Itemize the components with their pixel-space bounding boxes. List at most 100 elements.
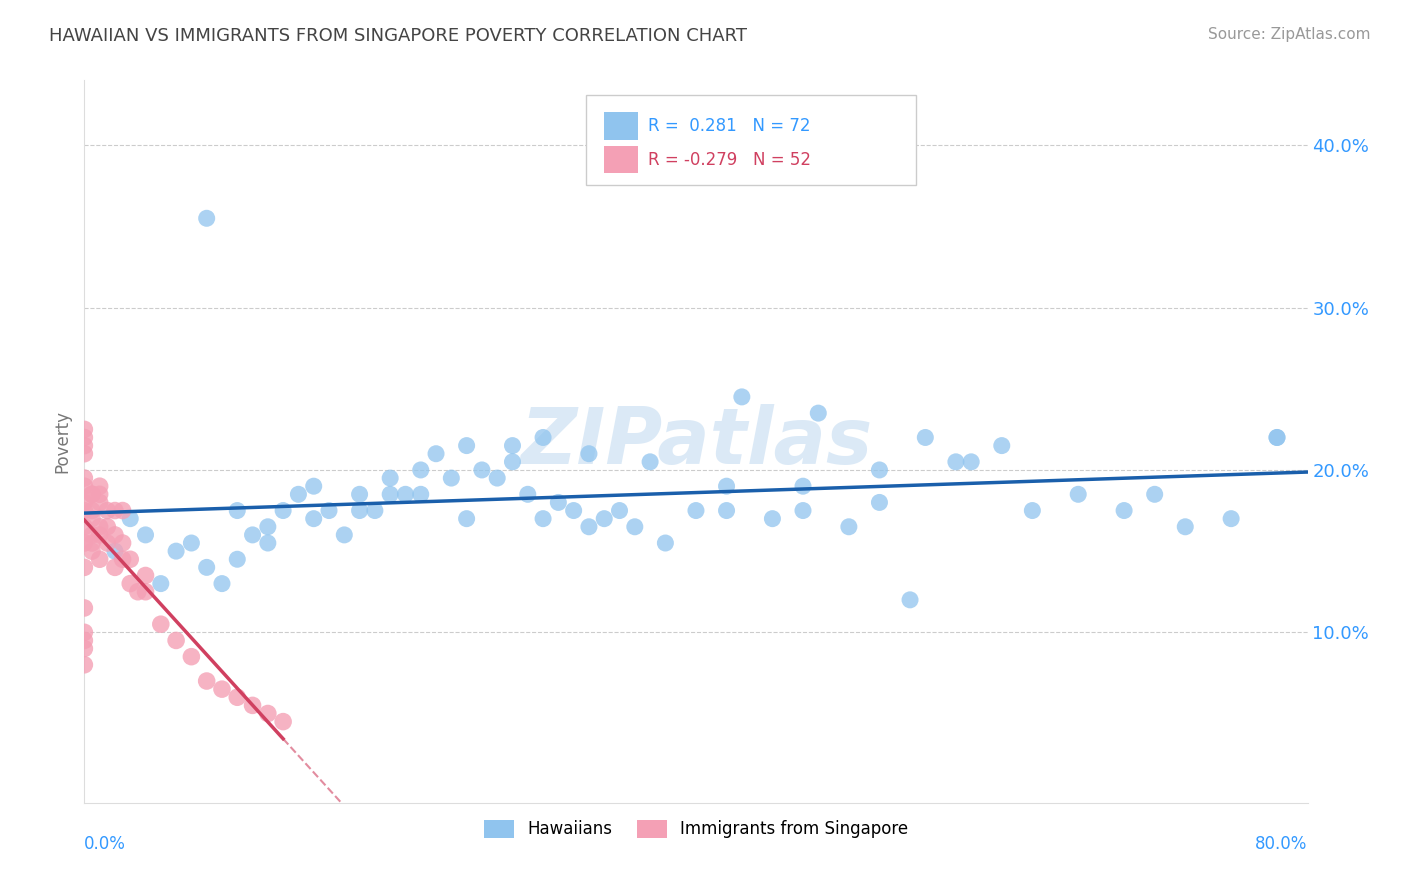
Point (302, 511, 325, 525)
Point (211, 576, 233, 591)
Point (104, 544, 127, 558)
Point (257, 536, 280, 550)
Point (654, 536, 676, 550)
Text: R = -0.279   N = 52: R = -0.279 N = 52 (648, 151, 811, 169)
Point (807, 406, 830, 420)
Point (1265, 430, 1288, 444)
Point (1067, 487, 1090, 501)
Text: 0.0%: 0.0% (84, 835, 127, 854)
Point (578, 520, 600, 534)
Point (716, 503, 738, 517)
Point (104, 528, 127, 542)
Point (80, 487, 103, 501)
Point (120, 552, 142, 566)
Point (562, 503, 585, 517)
Point (609, 503, 631, 517)
Point (165, 633, 187, 648)
Text: ZIPatlas: ZIPatlas (520, 403, 872, 480)
Point (73, 430, 96, 444)
Point (302, 479, 325, 493)
Text: HAWAIIAN VS IMMIGRANTS FROM SINGAPORE POVERTY CORRELATION CHART: HAWAIIAN VS IMMIGRANTS FROM SINGAPORE PO… (49, 27, 747, 45)
Point (242, 528, 264, 542)
Point (960, 455, 983, 469)
Point (349, 487, 371, 501)
Point (991, 439, 1014, 453)
Point (226, 503, 249, 517)
Point (211, 682, 233, 697)
Point (945, 455, 967, 469)
Point (869, 463, 891, 477)
Point (73, 601, 96, 615)
Point (89, 528, 111, 542)
Point (394, 487, 416, 501)
Point (716, 479, 738, 493)
Point (73, 625, 96, 640)
Point (80, 511, 103, 525)
Point (456, 511, 478, 525)
Point (111, 536, 134, 550)
FancyBboxPatch shape (586, 95, 917, 185)
Point (73, 422, 96, 436)
Point (80, 544, 103, 558)
Point (380, 487, 402, 501)
Point (1021, 503, 1043, 517)
Point (89, 479, 111, 493)
Point (593, 511, 616, 525)
Point (271, 503, 294, 517)
Text: R =  0.281   N = 72: R = 0.281 N = 72 (648, 117, 811, 135)
Point (180, 649, 202, 664)
Point (409, 487, 432, 501)
Point (180, 536, 202, 550)
Point (127, 584, 149, 599)
FancyBboxPatch shape (605, 146, 638, 173)
Point (165, 544, 187, 558)
Point (547, 495, 569, 509)
Point (731, 390, 754, 404)
Point (440, 471, 463, 485)
Point (73, 536, 96, 550)
Point (792, 503, 814, 517)
Point (111, 503, 134, 517)
Point (1143, 487, 1166, 501)
Point (838, 520, 860, 534)
Point (135, 584, 157, 599)
Point (73, 503, 96, 517)
Point (73, 495, 96, 509)
FancyBboxPatch shape (605, 112, 638, 139)
Point (685, 503, 707, 517)
Text: Source: ZipAtlas.com: Source: ZipAtlas.com (1208, 27, 1371, 42)
Point (80, 528, 103, 542)
Point (486, 471, 509, 485)
Legend: Hawaiians, Immigrants from Singapore: Hawaiians, Immigrants from Singapore (477, 813, 915, 845)
Point (364, 503, 387, 517)
Point (195, 673, 218, 688)
Point (120, 576, 142, 591)
Point (287, 487, 309, 501)
Point (80, 536, 103, 550)
Point (456, 439, 478, 453)
Point (73, 560, 96, 574)
Point (792, 479, 814, 493)
Y-axis label: Poverty: Poverty (53, 410, 72, 473)
Point (578, 447, 600, 461)
Point (226, 552, 249, 566)
Point (638, 455, 661, 469)
Point (1265, 430, 1288, 444)
Point (257, 520, 280, 534)
Point (89, 487, 111, 501)
Point (111, 552, 134, 566)
Point (242, 698, 264, 713)
Point (96, 503, 118, 517)
Point (349, 503, 371, 517)
Point (135, 568, 157, 582)
Point (195, 211, 218, 226)
Point (104, 560, 127, 574)
Point (333, 528, 356, 542)
Point (257, 706, 280, 721)
Text: 80.0%: 80.0% (1256, 835, 1308, 854)
Point (869, 495, 891, 509)
Point (1174, 520, 1197, 534)
Point (104, 503, 127, 517)
Point (149, 576, 172, 591)
Point (409, 463, 432, 477)
